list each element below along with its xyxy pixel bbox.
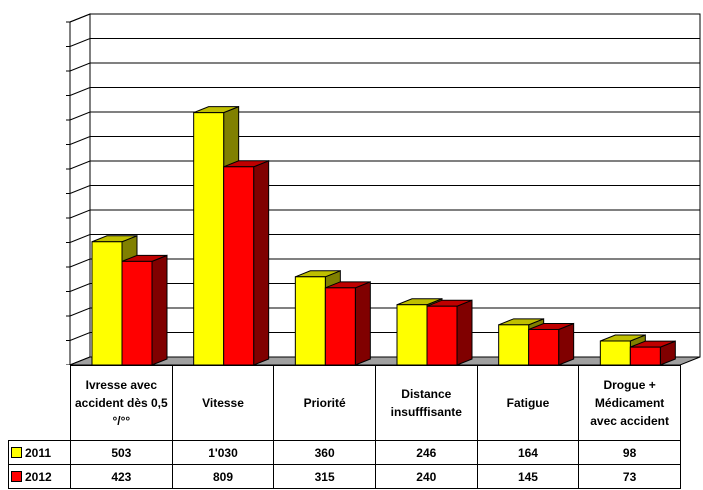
grid-line-segment bbox=[69, 62, 700, 72]
grid-line-segment bbox=[69, 332, 700, 341]
bar bbox=[121, 254, 168, 365]
bar bbox=[426, 299, 473, 365]
bar-front bbox=[324, 287, 356, 365]
value-label: 809 bbox=[171, 464, 275, 489]
category-label: Ivresse avec accident dès 0,5 °/°° bbox=[70, 365, 173, 441]
legend-swatch bbox=[11, 446, 22, 458]
bar-side bbox=[253, 160, 270, 365]
grid-line bbox=[66, 234, 700, 243]
header-row: Ivresse avec accident dès 0,5 °/°° Vitess… bbox=[9, 365, 681, 441]
bar bbox=[324, 281, 371, 365]
grid-line bbox=[66, 87, 700, 96]
grid-line-segment bbox=[69, 209, 700, 219]
category-label: Priorité bbox=[273, 365, 376, 441]
grid-line bbox=[66, 307, 700, 317]
category-label: Vitesse bbox=[171, 365, 275, 441]
grid-line-segment bbox=[69, 234, 700, 243]
grid-line-segment bbox=[69, 185, 700, 194]
bar-front bbox=[91, 241, 123, 365]
grid-line-segment bbox=[69, 283, 700, 292]
series-row: 2011 503 1'030 360 246 164 98 bbox=[8, 440, 681, 465]
value-label: 240 bbox=[374, 464, 478, 489]
value-label: 73 bbox=[578, 464, 681, 489]
value-label: 1'030 bbox=[171, 440, 275, 465]
grid-line bbox=[66, 209, 700, 219]
grid-line-segment bbox=[69, 111, 700, 121]
category-label: Drogue + Médicament avec accident bbox=[578, 365, 681, 441]
grid-line bbox=[66, 111, 700, 121]
legend-label: 2012 bbox=[25, 469, 52, 484]
grid-line-segment bbox=[69, 38, 700, 47]
bar bbox=[629, 340, 676, 365]
legend-entry: 2012 bbox=[8, 464, 71, 489]
value-label: 164 bbox=[476, 440, 580, 465]
category-label: Fatigue bbox=[476, 365, 580, 441]
value-label: 423 bbox=[70, 464, 173, 489]
grid-line bbox=[66, 136, 700, 145]
grid-line bbox=[66, 62, 700, 72]
value-label: 246 bbox=[374, 440, 478, 465]
bar-front bbox=[121, 260, 153, 365]
category-label: Distance insufffisante bbox=[374, 365, 478, 441]
bar-front bbox=[629, 346, 661, 365]
value-label: 98 bbox=[578, 440, 681, 465]
bar bbox=[528, 322, 575, 365]
bar-side bbox=[558, 322, 575, 365]
bar-front bbox=[528, 328, 560, 365]
value-label: 360 bbox=[273, 440, 376, 465]
bar-front bbox=[223, 166, 255, 365]
grid-line bbox=[66, 332, 700, 341]
grid-line bbox=[66, 160, 700, 170]
bar-side bbox=[354, 281, 371, 365]
grid-line bbox=[66, 258, 700, 268]
grid-line-segment bbox=[69, 258, 700, 268]
grid-line-segment bbox=[69, 307, 700, 317]
bar-front bbox=[498, 324, 530, 365]
legend-swatch bbox=[11, 470, 22, 482]
data-table: Ivresse avec accident dès 0,5 °/°° Vitess… bbox=[8, 365, 681, 489]
bar-front bbox=[426, 305, 458, 365]
grid-line-segment bbox=[69, 136, 700, 145]
bar-front bbox=[396, 304, 428, 365]
value-label: 145 bbox=[476, 464, 580, 489]
bar-front bbox=[599, 340, 631, 365]
value-label: 315 bbox=[273, 464, 376, 489]
grid-line bbox=[66, 185, 700, 194]
grid-line-segment bbox=[69, 87, 700, 96]
grid-line-segment bbox=[69, 160, 700, 170]
blank-cell bbox=[9, 366, 71, 441]
grid-line-segment bbox=[69, 13, 700, 23]
bar-side bbox=[151, 254, 168, 365]
bar bbox=[223, 160, 270, 365]
grid-line bbox=[66, 38, 700, 47]
chart bbox=[66, 13, 701, 365]
legend-label: 2011 bbox=[25, 445, 52, 460]
grid-line bbox=[66, 283, 700, 292]
legend-entry: 2011 bbox=[8, 440, 71, 465]
bar-front bbox=[193, 112, 225, 365]
series-row: 2012 423 809 315 240 145 73 bbox=[8, 464, 681, 489]
value-label: 503 bbox=[70, 440, 173, 465]
bar-front bbox=[294, 276, 326, 365]
bar-side bbox=[456, 299, 473, 365]
grid-line bbox=[66, 13, 700, 23]
